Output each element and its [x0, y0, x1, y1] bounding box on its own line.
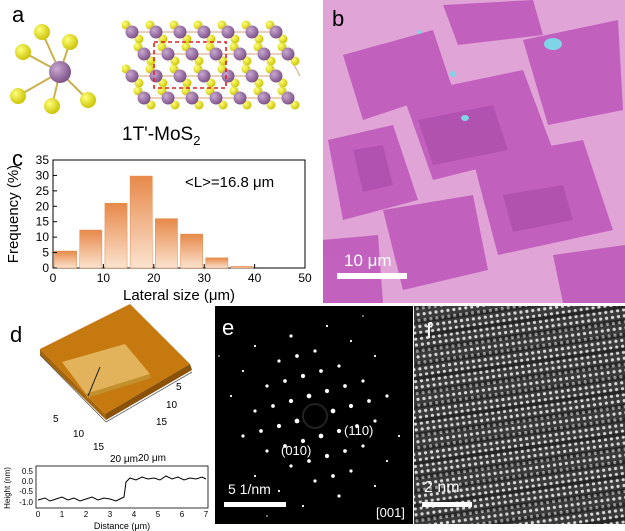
profile-x-tick: 2 — [84, 510, 89, 519]
formula-main: 1T'-MoS — [122, 124, 194, 145]
histogram-bar — [230, 266, 254, 269]
x-tick-label: 10 — [97, 271, 111, 285]
zone-axis-label: [001] — [376, 505, 405, 520]
histogram-bar — [104, 202, 128, 269]
panel-c-label: c — [12, 146, 23, 171]
y-tick-label: 10 — [36, 230, 50, 244]
y-tick-label: 20 — [36, 199, 50, 213]
profile-y-tick: -1.0 — [19, 498, 33, 507]
scale-bar-label: 2 nm — [424, 479, 460, 496]
scale-bar — [422, 502, 472, 507]
histogram-bar — [155, 218, 178, 269]
profile-y-tick: 0.0 — [22, 477, 34, 486]
afm-3d-image: 5 10 15 20 μm 5 10 15 20 μm — [39, 304, 193, 464]
saed-pattern — [215, 306, 413, 524]
afm-y-tick: 20 μm — [138, 453, 166, 464]
profile-x-tick: 7 — [204, 510, 209, 519]
x-tick-label: 20 — [147, 271, 161, 285]
scale-bar — [224, 502, 286, 507]
scale-bar — [337, 273, 407, 279]
y-tick-label: 5 — [42, 246, 49, 260]
histogram-bar — [205, 257, 229, 269]
panel-e-label: e — [222, 315, 235, 340]
x-tick-label: 0 — [50, 271, 57, 285]
histogram-bar — [129, 175, 153, 269]
y-tick-label: 35 — [36, 153, 50, 167]
panel-a-label: a — [12, 2, 25, 27]
profile-x-tick: 3 — [108, 510, 113, 519]
profile-x-tick: 5 — [156, 510, 161, 519]
histogram-bar — [180, 233, 203, 269]
panel-b-label: b — [332, 6, 345, 31]
profile-x-tick: 6 — [180, 510, 185, 519]
histogram-bar — [79, 229, 103, 269]
afm-y-tick: 10 — [166, 400, 178, 411]
afm-height-profile: 0.5 0.0 -0.5 -1.0 0 1 2 3 4 5 6 7 Distance (μm)… — [3, 465, 209, 531]
y-tick-label: 30 — [36, 168, 50, 182]
profile-x-tick: 0 — [36, 510, 41, 519]
afm-x-tick: 10 — [73, 429, 85, 440]
formula-label: 1T'-MoS2 — [122, 124, 200, 148]
plot-frame — [52, 159, 306, 269]
diffraction-label-010: (010) — [281, 443, 312, 458]
histogram-bar — [54, 250, 77, 269]
x-tick-label: 40 — [248, 271, 262, 285]
afm-flake — [62, 344, 150, 394]
y-axis-label: Frequency (%) — [5, 165, 22, 263]
scale-bar-label: 10 μm — [344, 251, 392, 270]
mos2-lattice-top-view — [122, 20, 301, 110]
x-tick-label: 30 — [198, 271, 212, 285]
profile-y-tick: -0.5 — [19, 487, 33, 496]
afm-x-tick: 5 — [53, 414, 59, 425]
mos2-coordination-structure — [10, 24, 96, 114]
profile-y-tick: 0.5 — [22, 467, 34, 476]
afm-x-tick: 20 μm — [110, 454, 138, 464]
afm-x-tick: 15 — [93, 442, 105, 453]
formula-subscript: 2 — [193, 132, 201, 148]
sulfur-atoms — [10, 24, 96, 114]
profile-x-tick: 4 — [132, 510, 137, 519]
histogram-annotation: <L>=16.8 μm — [185, 174, 274, 191]
hrtem-image — [414, 306, 625, 524]
profile-y-label: Height (nm) — [3, 467, 12, 509]
y-tick-label: 0 — [42, 261, 49, 275]
afm-y-tick: 5 — [176, 382, 182, 393]
y-tick-label: 15 — [36, 215, 50, 229]
profile-x-tick: 1 — [60, 510, 65, 519]
molybdenum-atom — [49, 61, 71, 83]
panel-f-label: f — [426, 318, 433, 343]
panel-d-label: d — [10, 322, 23, 347]
y-tick-label: 25 — [36, 184, 50, 198]
x-axis-label: Lateral size (μm) — [123, 287, 235, 304]
profile-x-label: Distance (μm) — [94, 521, 150, 531]
optical-micrograph — [323, 0, 625, 303]
afm-y-tick: 15 — [156, 417, 168, 428]
x-tick-label: 50 — [298, 271, 312, 285]
diffraction-label-110: (110) — [344, 423, 374, 438]
scale-bar-label: 5 1/nm — [228, 481, 271, 497]
